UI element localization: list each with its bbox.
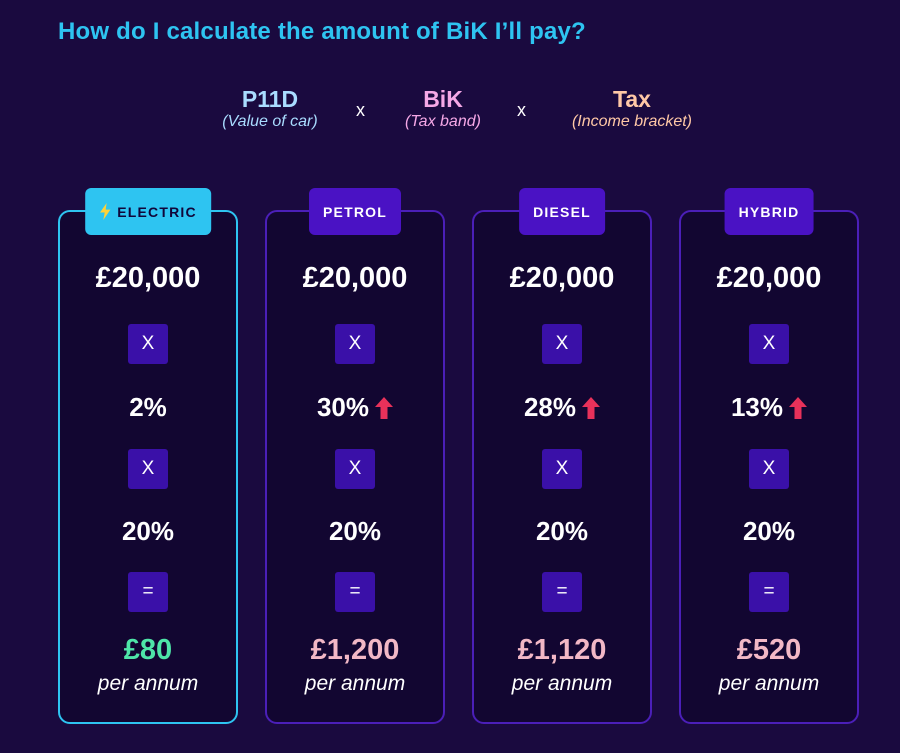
car-value: £20,000 bbox=[509, 262, 615, 294]
multiply-symbol: X bbox=[749, 324, 789, 364]
multiply-symbol: X bbox=[335, 449, 375, 489]
card-petrol: PETROL £20,000 X 30% X 20% = £1,200 per … bbox=[265, 188, 445, 724]
formula-term-p11d: P11D (Value of car) bbox=[205, 86, 335, 131]
fuel-badge-label: ELECTRIC bbox=[117, 203, 197, 220]
multiply-symbol: X bbox=[542, 449, 582, 489]
annual-bik-result: £1,120 bbox=[517, 634, 607, 666]
bik-rate: 13% bbox=[681, 392, 857, 423]
period-label: per annum bbox=[511, 672, 613, 695]
car-value: £20,000 bbox=[716, 262, 822, 294]
formula-multiply-operator: x bbox=[517, 100, 526, 120]
formula-term-tax: Tax (Income bracket) bbox=[552, 86, 712, 131]
bik-rate-value: 28% bbox=[523, 392, 577, 422]
formula: P11D (Value of car) x BiK (Tax band) x T… bbox=[0, 86, 900, 146]
period-label: per annum bbox=[304, 672, 406, 695]
bik-rate-value: 13% bbox=[730, 392, 784, 422]
formula-term-label: P11D bbox=[241, 86, 299, 112]
tax-rate: 20% bbox=[121, 516, 175, 546]
formula-term-label: Tax bbox=[613, 86, 651, 112]
period-label: per annum bbox=[97, 672, 199, 695]
up-arrow-icon bbox=[789, 396, 808, 419]
page-title: How do I calculate the amount of BiK I’l… bbox=[58, 18, 586, 45]
formula-term-subtitle: (Income bracket) bbox=[571, 113, 693, 130]
fuel-badge-label: PETROL bbox=[323, 203, 387, 220]
bik-rate-value: 30% bbox=[316, 392, 370, 422]
equals-symbol: = bbox=[128, 572, 168, 612]
up-arrow-icon bbox=[582, 396, 601, 419]
formula-multiply-operator: x bbox=[356, 100, 365, 120]
equals-symbol: = bbox=[749, 572, 789, 612]
annual-bik-result: £80 bbox=[123, 634, 173, 666]
bik-rate: 2% bbox=[60, 392, 236, 423]
period-label: per annum bbox=[718, 672, 820, 695]
equals-symbol: = bbox=[335, 572, 375, 612]
multiply-symbol: X bbox=[128, 324, 168, 364]
equals-symbol: = bbox=[542, 572, 582, 612]
annual-bik-result: £520 bbox=[736, 634, 802, 666]
card-hybrid: HYBRID £20,000 X 13% X 20% = £520 per an… bbox=[679, 188, 859, 724]
annual-bik-result: £1,200 bbox=[310, 634, 400, 666]
card-diesel: DIESEL £20,000 X 28% X 20% = £1,120 per … bbox=[472, 188, 652, 724]
fuel-badge-label: DIESEL bbox=[533, 203, 591, 220]
car-value: £20,000 bbox=[95, 262, 201, 294]
multiply-symbol: X bbox=[749, 449, 789, 489]
card-electric: ELECTRIC £20,000 X 2% X 20% = £80 per an… bbox=[58, 188, 238, 724]
formula-term-subtitle: (Value of car) bbox=[222, 113, 318, 130]
tax-rate: 20% bbox=[742, 516, 796, 546]
fuel-badge-label: HYBRID bbox=[738, 203, 800, 220]
up-arrow-icon bbox=[375, 396, 394, 419]
formula-term-subtitle: (Tax band) bbox=[405, 113, 481, 130]
car-value: £20,000 bbox=[302, 262, 408, 294]
fuel-badge-diesel: DIESEL bbox=[519, 188, 605, 235]
tax-rate: 20% bbox=[328, 516, 382, 546]
bik-rate: 28% bbox=[474, 392, 650, 423]
fuel-badge-hybrid: HYBRID bbox=[724, 188, 814, 235]
formula-term-label: BiK bbox=[423, 86, 463, 112]
bik-rate: 30% bbox=[267, 392, 443, 423]
lightning-bolt-icon bbox=[100, 203, 111, 220]
formula-term-bik: BiK (Tax band) bbox=[388, 86, 498, 131]
multiply-symbol: X bbox=[335, 324, 375, 364]
fuel-badge-electric: ELECTRIC bbox=[85, 188, 211, 235]
multiply-symbol: X bbox=[128, 449, 168, 489]
tax-rate: 20% bbox=[535, 516, 589, 546]
multiply-symbol: X bbox=[542, 324, 582, 364]
fuel-badge-petrol: PETROL bbox=[309, 188, 401, 235]
bik-rate-value: 2% bbox=[129, 392, 167, 422]
